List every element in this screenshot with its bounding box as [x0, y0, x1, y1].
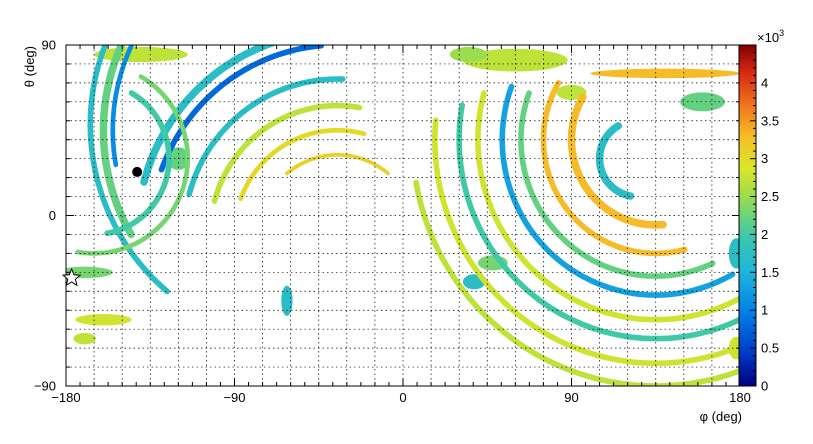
colorbar-tick-label-7: 3.5: [761, 113, 779, 128]
heatmap-blob-13: [728, 238, 740, 269]
heatmap-blob-2: [590, 68, 740, 79]
heatmap-band-7: [238, 127, 367, 202]
heatmap-band-17: [595, 122, 635, 200]
heatmap-band-1: [99, 45, 135, 239]
marker-star: [61, 267, 82, 287]
heatmap-band-3: [158, 45, 325, 173]
y-tick-label-1: 0: [49, 208, 56, 223]
data-layer: [66, 45, 740, 386]
colorbar-tick-label-5: 2.5: [761, 189, 779, 204]
marker-circle: [131, 165, 144, 178]
colorbar-multiplier: ×103: [757, 28, 784, 45]
heatmap-band-14: [456, 102, 740, 342]
y-axis-title: θ (deg): [22, 46, 37, 87]
x-tick-label-1: −90: [223, 390, 245, 405]
axis-ticks: [65, 44, 741, 387]
colorbar: [738, 44, 757, 387]
colorbar-tick-label-2: 1: [761, 303, 768, 318]
heatmap-blob-3: [449, 46, 488, 63]
heatmap-band-9: [567, 93, 667, 229]
x-tick-label-2: 0: [399, 390, 406, 405]
heatmap-band-8: [285, 153, 390, 176]
heatmap-blob-7: [75, 314, 132, 326]
heatmap-band-18: [104, 90, 172, 237]
heatmap-blob-8: [73, 332, 96, 345]
colorbar-ticks: 0 0.5 1 1.5 2 2.5 3 3.5 4: [750, 44, 779, 394]
heatmap-blob-5: [680, 92, 726, 112]
x-tick-label-4: 180: [729, 390, 751, 405]
heatmap-band-13: [475, 90, 740, 323]
colorbar-tick-label-4: 2: [761, 227, 768, 242]
colorbar-multiplier-base: ×10: [757, 30, 779, 45]
colorbar-tick-label-3: 1.5: [761, 265, 779, 280]
x-axis-title: φ (deg): [700, 409, 742, 424]
heatmap-band-12: [499, 83, 736, 298]
heatmap-band-19: [75, 74, 191, 256]
y-tick-label-2: 90: [42, 38, 56, 53]
markers: [61, 165, 144, 287]
colorbar-tick-label-6: 3: [761, 151, 768, 166]
y-tick-label-0: −90: [34, 379, 56, 394]
grid: [66, 45, 740, 386]
heatmap-blob-4: [556, 84, 587, 100]
heatmap-band-2: [87, 45, 171, 295]
heatmap-band-4: [140, 45, 278, 186]
heatmap-band-15: [431, 117, 740, 367]
heatmap-band-11: [518, 90, 716, 279]
heatmap-blob-0: [94, 46, 188, 63]
heatmap-blob-9: [281, 285, 293, 316]
colorbar-tick-label-8: 4: [761, 75, 768, 90]
x-tick-label-3: 90: [564, 390, 578, 405]
colorbar-tick-label-0: 0: [761, 379, 768, 394]
heatmap-band-10: [540, 80, 688, 257]
x-tick-labels: −180 −90 0 90 180: [51, 390, 751, 405]
heatmap-band-5: [186, 76, 346, 198]
heatmap-band-0: [110, 45, 135, 168]
x-tick-label-0: −180: [51, 390, 80, 405]
heatmap-band-6: [211, 102, 363, 204]
colorbar-tick-label-1: 0.5: [761, 341, 779, 356]
colorbar-multiplier-exp: 3: [779, 28, 784, 38]
heatmap-blob-1: [462, 48, 568, 72]
y-tick-labels: −90 0 90: [34, 38, 56, 394]
